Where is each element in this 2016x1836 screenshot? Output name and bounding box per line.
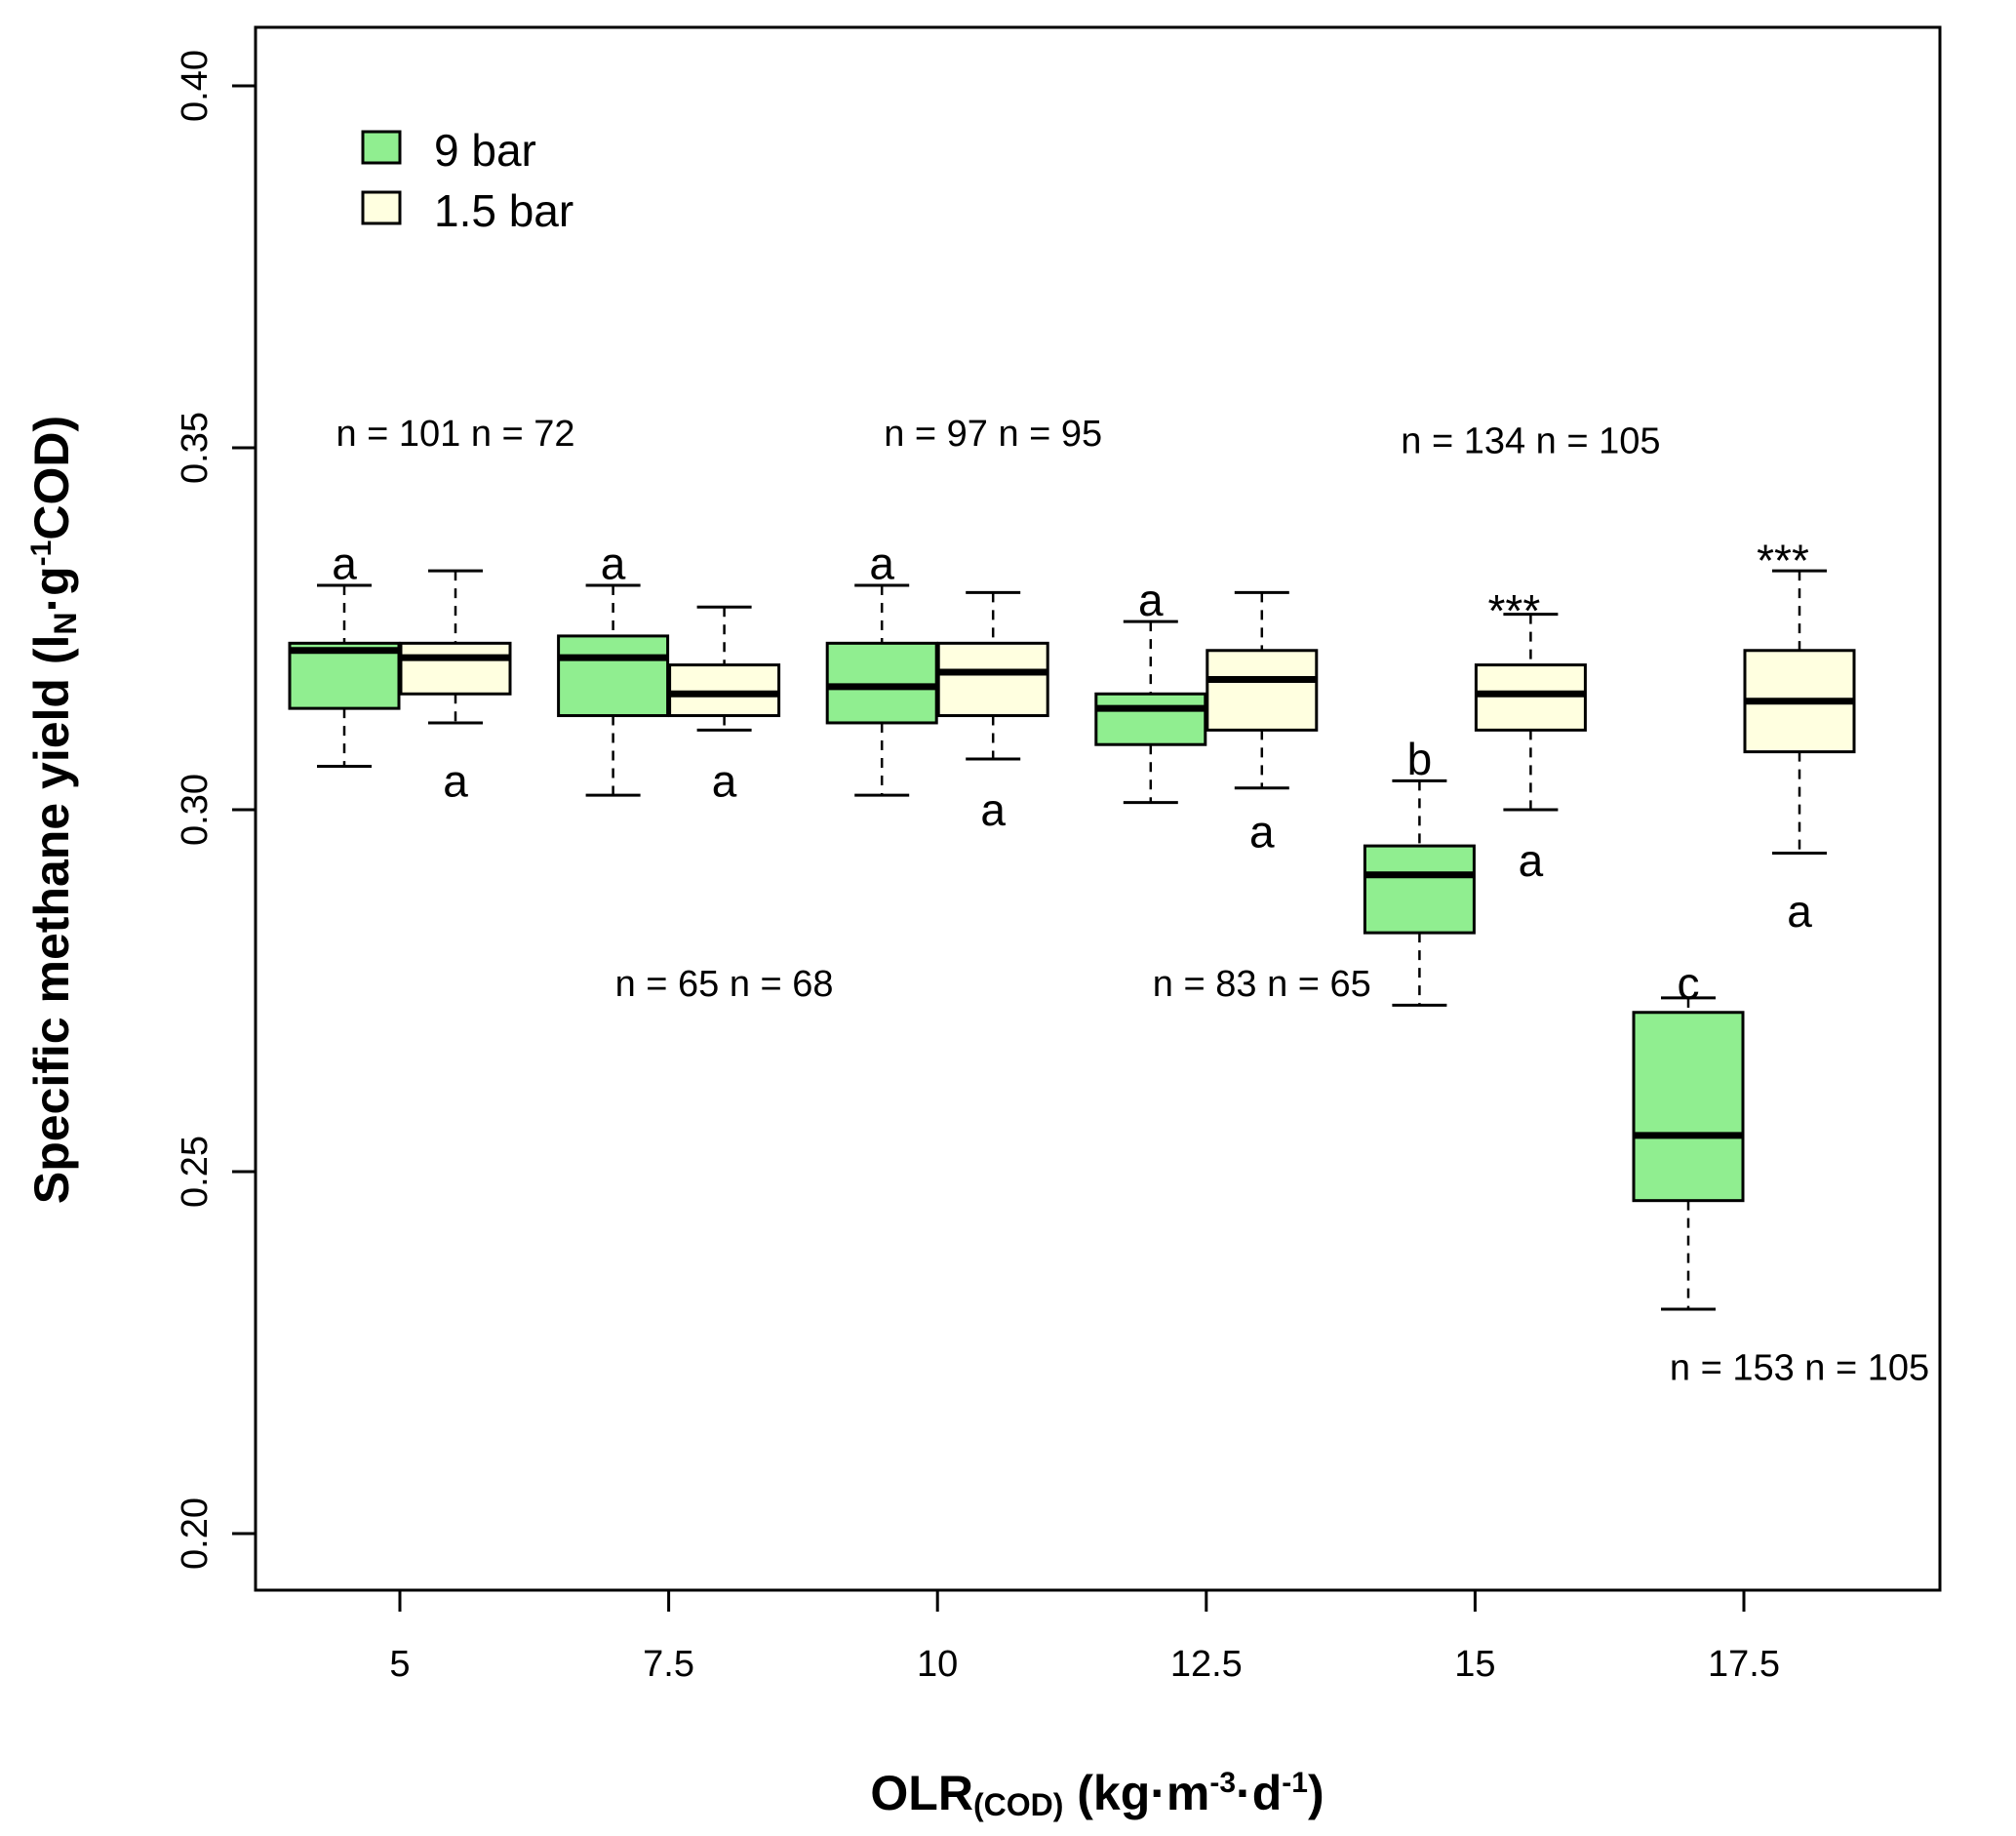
iqr-box <box>936 641 1049 718</box>
annotations-layer: n = 101 n = 72 n = 65 n = 68 n = 97 n = 95… <box>332 414 1929 1388</box>
box-9-bar-7-5 <box>557 583 670 797</box>
x-tick-label-12-5: 12.5 <box>1170 1644 1243 1685</box>
y-tick-label: 0.30 <box>175 774 216 846</box>
x-tick-label-10: 10 <box>917 1644 958 1685</box>
y-tick-label: 0.25 <box>175 1136 216 1208</box>
sample-size-17-5: n = 153 n = 105 <box>1670 1347 1929 1388</box>
sample-size-10: n = 97 n = 95 <box>884 414 1102 455</box>
iqr-box <box>1206 649 1319 732</box>
y-tick-label: 0.35 <box>175 412 216 484</box>
iqr-box <box>1094 692 1207 746</box>
boxes-layer <box>288 569 1856 1311</box>
significance-17-5: *** <box>1757 535 1809 585</box>
sample-size-15: n = 134 n = 105 <box>1401 421 1660 462</box>
box-1-5-bar-15 <box>1474 613 1587 812</box>
iqr-box <box>1363 844 1476 935</box>
group-letter-1-5-bar-17-5: a <box>1787 886 1812 937</box>
x-tick-label-5: 5 <box>389 1644 410 1685</box>
group-letter-9-bar-5: a <box>332 539 357 589</box>
x-tick-label-15: 15 <box>1454 1644 1495 1685</box>
axes-layer: 0.20 0.25 0.30 0.35 0.40 5 7.5 10 12.5 15 17.5 <box>175 50 1780 1685</box>
sample-size-5: n = 101 n = 72 <box>336 414 574 455</box>
box-9-bar-12-5 <box>1094 619 1207 805</box>
y-tick-label: 0.20 <box>175 1497 216 1570</box>
group-letter-9-bar-17-5: c <box>1678 958 1700 1009</box>
x-axis-title: OLR(COD) (kg·m-3·d-1) <box>870 1766 1324 1822</box>
box-1-5-bar-10 <box>936 590 1049 761</box>
group-letter-9-bar-10: a <box>869 539 894 589</box>
group-letter-1-5-bar-15: a <box>1519 835 1544 886</box>
sample-size-12-5: n = 83 n = 65 <box>1153 964 1371 1005</box>
group-letter-9-bar-7-5: a <box>601 539 626 589</box>
iqr-box <box>668 663 781 718</box>
legend: 9 bar 1.5 bar <box>361 125 573 236</box>
y-axis-title: Specific methane yield (lN·g-1COD) <box>24 416 83 1204</box>
legend-swatch-9-bar <box>361 130 402 165</box>
box-9-bar-17-5 <box>1632 996 1745 1311</box>
legend-label-1-5-bar: 1.5 bar <box>434 185 573 236</box>
group-letter-9-bar-15: b <box>1407 734 1433 784</box>
iqr-box <box>825 641 938 725</box>
iqr-box <box>399 641 512 696</box>
legend-label-9-bar: 9 bar <box>434 125 536 176</box>
x-tick-label-17-5: 17.5 <box>1708 1644 1780 1685</box>
iqr-box <box>288 641 401 710</box>
group-letter-1-5-bar-7-5: a <box>712 755 737 806</box>
box-9-bar-15 <box>1363 778 1476 1007</box>
significance-15: *** <box>1488 585 1541 636</box>
iqr-box <box>1632 1011 1745 1203</box>
legend-swatch-1-5-bar <box>361 190 402 225</box>
group-letter-1-5-bar-5: a <box>443 755 468 806</box>
sample-size-7-5: n = 65 n = 68 <box>615 964 834 1005</box>
y-tick-label: 0.40 <box>175 50 216 122</box>
iqr-box <box>1474 663 1587 732</box>
x-tick-label-7-5: 7.5 <box>643 1644 694 1685</box>
group-letter-9-bar-12-5: a <box>1138 575 1164 625</box>
iqr-box <box>557 634 670 718</box>
box-1-5-bar-5 <box>399 569 512 725</box>
group-letter-1-5-bar-10: a <box>980 784 1006 835</box>
box-1-5-bar-17-5 <box>1743 569 1856 856</box>
box-9-bar-10 <box>825 583 938 797</box>
box-1-5-bar-12-5 <box>1206 590 1319 790</box>
box-9-bar-5 <box>288 583 401 768</box>
group-letter-1-5-bar-12-5: a <box>1249 806 1275 857</box>
box-1-5-bar-7-5 <box>668 605 781 732</box>
